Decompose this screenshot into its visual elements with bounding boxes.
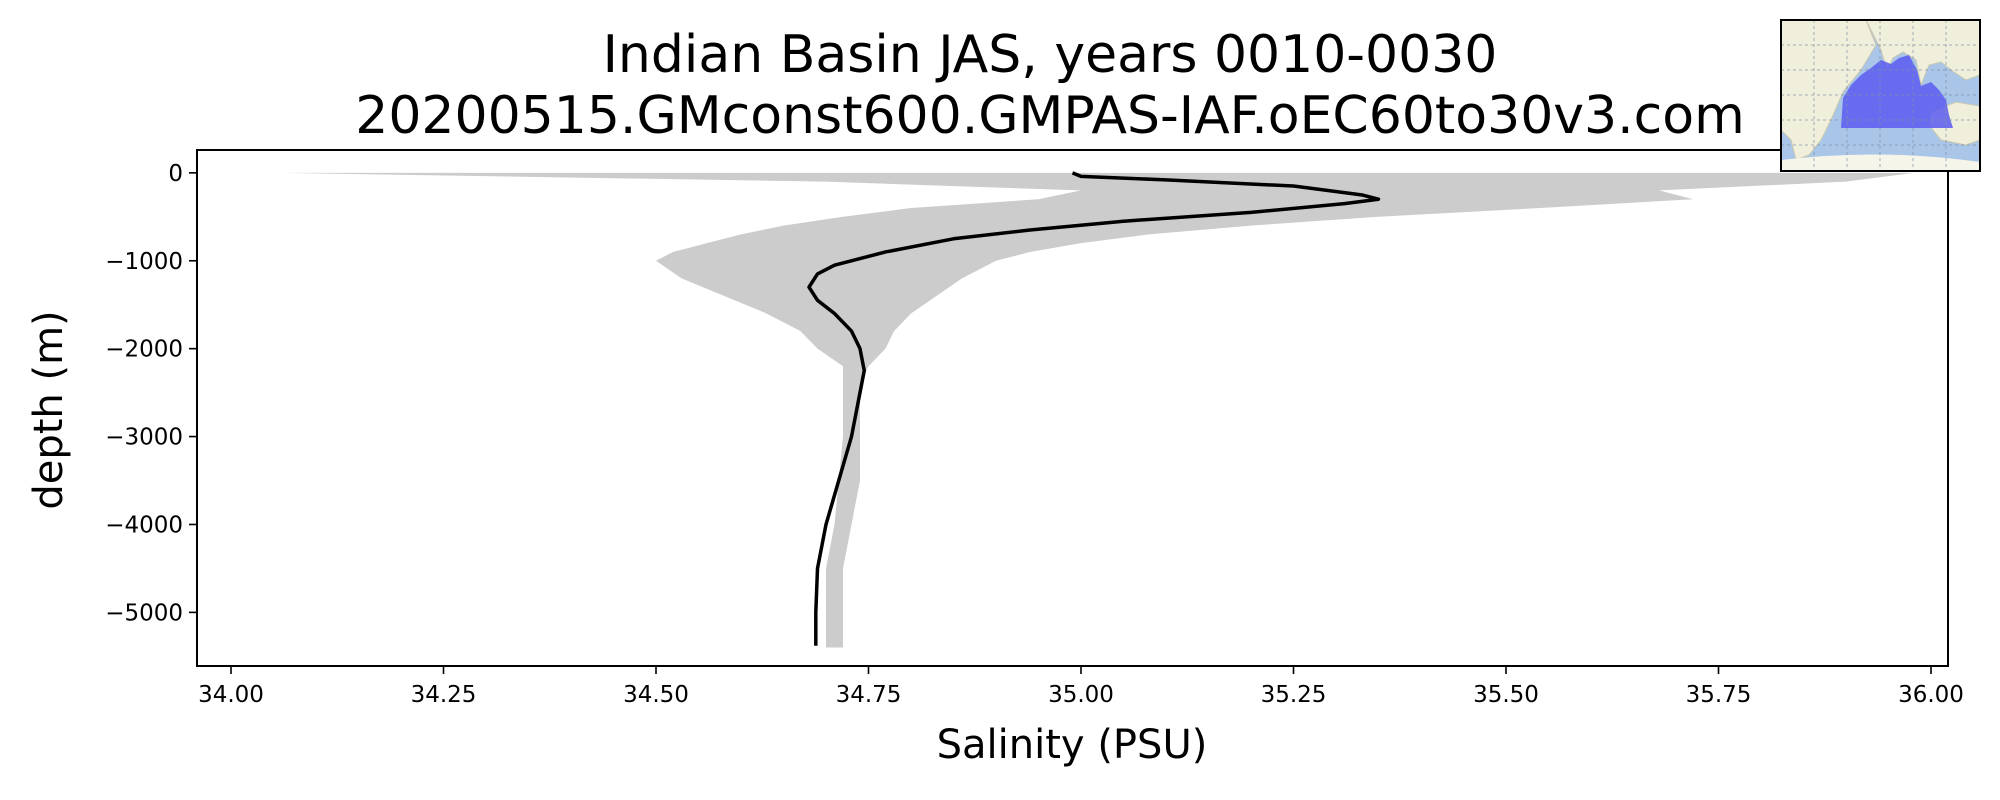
plot-area — [282, 171, 1914, 648]
mean-profile-line — [807, 171, 1381, 646]
x-tick-label: 35.00 — [1048, 682, 1114, 708]
inset-map — [1780, 19, 1981, 172]
y-tick-label: −3000 — [105, 425, 183, 451]
y-tick-label: −2000 — [105, 337, 183, 363]
y-tick-label: 0 — [168, 161, 183, 187]
chart-subtitle: 20200515.GMconst600.GMPAS-IAF.oEC60to30v… — [355, 86, 1744, 146]
y-axis: 0 −1000 −2000 −3000 −4000 −5000 — [105, 161, 197, 626]
y-tick-label: −4000 — [105, 512, 183, 538]
plot-frame — [196, 149, 1949, 667]
inset-land-africa — [1780, 19, 1877, 161]
x-tick-label: 34.00 — [198, 682, 264, 708]
inset-frame — [1780, 19, 1981, 172]
x-tick-label: 34.50 — [623, 682, 689, 708]
inset-graticule — [1781, 20, 1980, 171]
x-tick-label: 35.50 — [1473, 682, 1539, 708]
x-tick-label: 35.75 — [1686, 682, 1752, 708]
x-axis-label: Salinity (PSU) — [937, 722, 1208, 768]
chart-title: Indian Basin JAS, years 0010-0030 — [603, 25, 1498, 85]
envelope-band — [282, 172, 1914, 648]
x-tick-label: 36.00 — [1898, 682, 1964, 708]
y-tick-label: −5000 — [105, 600, 183, 626]
x-tick-label: 35.25 — [1261, 682, 1327, 708]
y-axis-label: depth (m) — [26, 310, 72, 509]
y-tick-label: −1000 — [105, 249, 183, 275]
inset-land-antarctica — [1781, 154, 1980, 171]
x-axis: 34.00 34.25 34.50 34.75 35.00 35.25 35.50 35.75… — [198, 666, 1964, 708]
x-tick-label: 34.75 — [836, 682, 902, 708]
x-tick-label: 34.25 — [411, 682, 477, 708]
inset-indian-basin-region — [1841, 55, 1953, 128]
